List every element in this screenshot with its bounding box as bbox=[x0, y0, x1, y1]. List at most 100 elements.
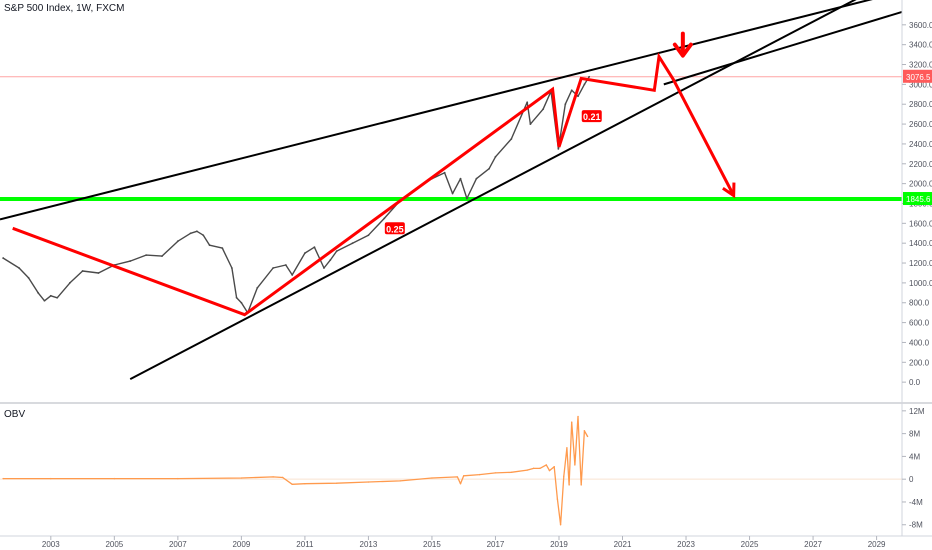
price-point bbox=[221, 247, 224, 250]
price-point bbox=[329, 259, 332, 261]
obv-point bbox=[456, 476, 459, 478]
price-tick-label: 3000.0 bbox=[909, 80, 932, 89]
time-tick-label: 2021 bbox=[614, 540, 632, 549]
price-point bbox=[208, 244, 211, 247]
price-point bbox=[451, 192, 454, 195]
price-pane: 0.25 0.21 bbox=[0, 0, 903, 381]
time-tick-label: 2015 bbox=[423, 540, 441, 549]
price-point bbox=[529, 123, 532, 125]
chart-title: S&P 500 Index, 1W, FXCM bbox=[4, 3, 125, 14]
price-point bbox=[564, 103, 567, 106]
price-point bbox=[313, 246, 316, 249]
annotation-label: 0.25 bbox=[386, 224, 404, 234]
obv-point bbox=[50, 477, 52, 480]
price-point bbox=[176, 240, 179, 243]
price-point bbox=[465, 197, 468, 200]
price-point bbox=[145, 254, 147, 256]
obv-point bbox=[559, 524, 562, 526]
price-point bbox=[304, 252, 306, 255]
price-point bbox=[459, 177, 462, 180]
obv-point bbox=[563, 475, 565, 478]
price-point bbox=[37, 291, 40, 294]
obv-point bbox=[459, 483, 462, 485]
upper-resistance-trendline bbox=[0, 0, 873, 221]
price-point bbox=[230, 267, 233, 269]
obv-point bbox=[568, 484, 570, 486]
obv-point bbox=[272, 476, 274, 478]
obv-tick-label: 4M bbox=[909, 452, 920, 461]
obv-point bbox=[494, 472, 497, 474]
obv-point bbox=[281, 476, 284, 479]
time-tick-label: 2017 bbox=[487, 540, 505, 549]
price-tick-label: 0.0 bbox=[909, 378, 921, 387]
price-tick-label: 1600.0 bbox=[909, 219, 932, 228]
obv-point bbox=[431, 477, 433, 479]
annotation-badge bbox=[581, 110, 602, 123]
price-tick-label: 3200.0 bbox=[909, 61, 932, 70]
price-point bbox=[351, 242, 354, 245]
time-tick-label: 2005 bbox=[105, 540, 123, 549]
price-tick-label: 400.0 bbox=[909, 338, 930, 347]
price-tick-label: 2000.0 bbox=[909, 180, 932, 189]
time-tick-label: 2009 bbox=[232, 540, 250, 549]
obv-point bbox=[570, 421, 573, 423]
obv-series-line bbox=[3, 415, 589, 526]
price-point bbox=[570, 89, 573, 92]
price-point bbox=[488, 167, 491, 170]
price-point bbox=[583, 83, 586, 86]
price-tick-label: 3600.0 bbox=[909, 21, 932, 30]
obv-pane-label: OBV bbox=[4, 409, 26, 420]
price-tick-label: 2800.0 bbox=[909, 100, 932, 109]
annotation-badge bbox=[384, 222, 405, 235]
obv-point bbox=[240, 477, 243, 479]
time-tick-label: 2013 bbox=[360, 540, 378, 549]
price-point bbox=[49, 294, 52, 297]
time-tick-label: 2011 bbox=[296, 540, 314, 549]
obv-point bbox=[399, 480, 401, 482]
price-tick-label: 2600.0 bbox=[909, 120, 932, 129]
price-point bbox=[27, 277, 30, 279]
obv-tick-label: 0 bbox=[909, 475, 914, 484]
price-point bbox=[494, 155, 497, 158]
price-tick-label: 1000.0 bbox=[909, 279, 932, 288]
price-tick-label: 600.0 bbox=[909, 319, 930, 328]
obv-point bbox=[553, 465, 555, 468]
obv-point bbox=[574, 464, 576, 466]
obv-point bbox=[304, 483, 306, 485]
obv-point bbox=[478, 473, 481, 476]
price-point bbox=[542, 108, 545, 111]
price-point bbox=[189, 232, 192, 235]
price-point bbox=[284, 264, 287, 266]
price-point bbox=[240, 301, 243, 304]
lower-support-trendline bbox=[129, 0, 857, 381]
price-tick-label: 2400.0 bbox=[909, 140, 932, 149]
price-point bbox=[272, 267, 275, 269]
price-tick-label: 200.0 bbox=[909, 358, 930, 367]
obv-point bbox=[2, 477, 4, 480]
price-point bbox=[161, 255, 163, 257]
price-point bbox=[81, 270, 84, 272]
price-point bbox=[335, 250, 338, 253]
time-tick-label: 2007 bbox=[169, 540, 187, 549]
obv-point bbox=[545, 464, 547, 466]
price-tick-label: 1200.0 bbox=[909, 259, 932, 268]
support-axis-badge bbox=[903, 192, 932, 206]
time-tick-label: 2019 bbox=[550, 540, 568, 549]
obv-point bbox=[335, 482, 338, 484]
obv-point bbox=[566, 447, 568, 449]
steep-channel-trendline bbox=[663, 10, 903, 86]
price-tick-label: 1400.0 bbox=[909, 239, 932, 248]
down-arrow-marker-head bbox=[672, 42, 693, 58]
obv-point bbox=[291, 483, 293, 486]
annotation-label: 0.21 bbox=[583, 112, 601, 122]
time-tick-label: 2029 bbox=[868, 540, 886, 549]
price-point bbox=[43, 299, 46, 302]
obv-point bbox=[526, 469, 528, 471]
price-point bbox=[510, 138, 513, 140]
price-point bbox=[323, 267, 325, 269]
obv-point bbox=[532, 467, 535, 470]
obv-point bbox=[548, 469, 551, 472]
